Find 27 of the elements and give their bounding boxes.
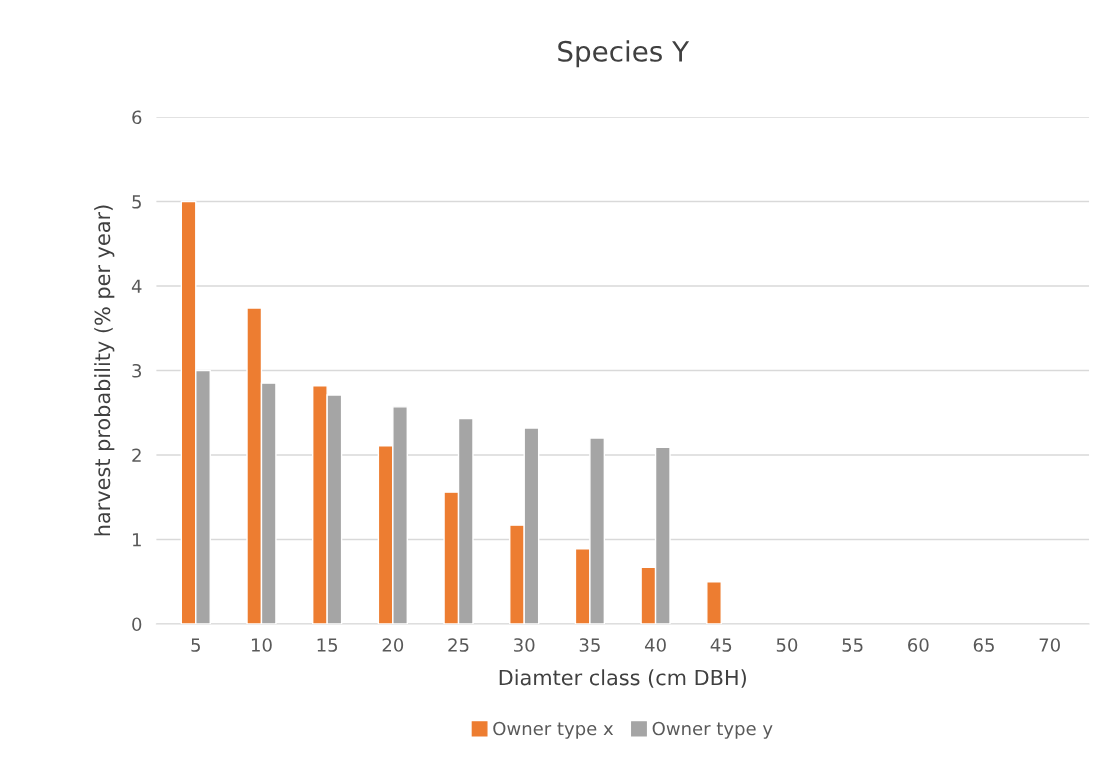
y-tick-label: 5	[132, 195, 141, 209]
x-tick-label: 60	[908, 638, 929, 652]
x-axis-title: Diamter class (cm DBH)	[499, 669, 746, 688]
y-tick-label: 0	[132, 617, 142, 632]
y-tick-label: 4	[131, 279, 142, 293]
legend-label: Owner type x	[493, 721, 614, 739]
x-tick-label: 50	[776, 638, 798, 652]
chart-title: Species Y	[558, 40, 690, 68]
x-tick-label: 55	[842, 638, 863, 652]
y-axis-title: harvest probability (% per year)	[94, 205, 115, 536]
x-tick-label: 65	[973, 638, 994, 652]
legend-label: Owner type y	[652, 721, 773, 739]
x-tick-label: 35	[579, 638, 600, 652]
y-tick-label: 2	[132, 448, 141, 462]
y-tick-label: 6	[132, 110, 142, 125]
x-tick-label: 20	[382, 638, 404, 652]
x-tick-label: 30	[514, 638, 535, 652]
x-tick-label: 5	[191, 638, 200, 652]
x-tick-label: 25	[448, 638, 469, 652]
x-tick-label: 45	[710, 638, 732, 652]
x-tick-label: 15	[317, 638, 338, 652]
bar	[706, 581, 722, 624]
x-tick-label: 10	[251, 638, 272, 652]
y-tick-label: 1	[132, 533, 141, 547]
y-tick-label: 3	[132, 363, 142, 378]
x-tick-label: 70	[1039, 638, 1060, 652]
x-tick-label: 40	[644, 638, 666, 652]
